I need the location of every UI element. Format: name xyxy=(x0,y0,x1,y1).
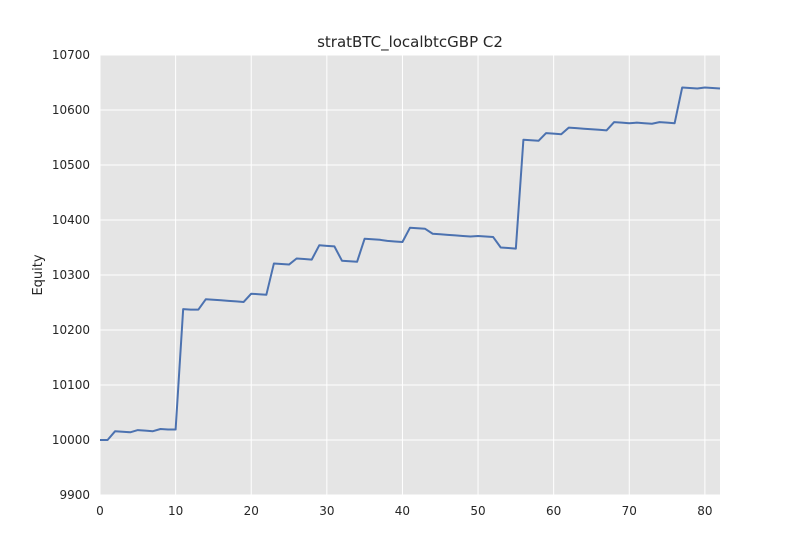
x-tick-label: 0 xyxy=(96,504,104,518)
y-tick-label: 10600 xyxy=(52,103,90,117)
y-tick-label: 10200 xyxy=(52,323,90,337)
equity-series-line xyxy=(100,86,721,441)
y-tick-label: 10100 xyxy=(52,378,90,392)
grid-lines xyxy=(99,54,720,496)
y-tick-label: 9900 xyxy=(59,488,90,502)
y-tick-label: 10400 xyxy=(52,213,90,227)
x-tick-labels: 0 10 20 30 40 50 60 70 80 xyxy=(96,504,712,518)
series-group xyxy=(100,86,721,441)
y-axis-label: Equity xyxy=(31,254,46,295)
x-tick-label: 60 xyxy=(546,504,561,518)
y-tick-label: 10500 xyxy=(52,158,90,172)
x-tick-label: 10 xyxy=(168,504,183,518)
x-tick-label: 40 xyxy=(395,504,410,518)
x-tick-label: 50 xyxy=(470,504,485,518)
x-tick-label: 20 xyxy=(244,504,259,518)
y-tick-label: 10300 xyxy=(52,268,90,282)
y-tick-label: 10000 xyxy=(52,433,90,447)
chart-title: stratBTC_localbtcGBP C2 xyxy=(317,33,503,52)
y-tick-labels: 9900 10000 10100 10200 10300 10400 10500 10600 1… xyxy=(52,48,90,502)
x-tick-label: 80 xyxy=(697,504,712,518)
x-tick-label: 30 xyxy=(319,504,334,518)
y-tick-label: 10700 xyxy=(52,48,90,62)
x-tick-label: 70 xyxy=(622,504,637,518)
